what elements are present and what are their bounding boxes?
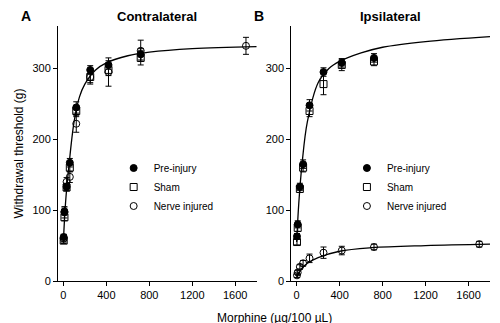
svg-text:A: A xyxy=(21,8,31,24)
svg-text:Nerve injured: Nerve injured xyxy=(387,201,446,212)
svg-text:Withdrawal threshold (g): Withdrawal threshold (g) xyxy=(12,88,26,218)
svg-text:100: 100 xyxy=(266,204,284,216)
svg-text:1600: 1600 xyxy=(456,289,480,301)
svg-text:B: B xyxy=(254,8,264,24)
svg-text:Morphine (µg/100 µL): Morphine (µg/100 µL) xyxy=(217,311,332,323)
svg-text:1200: 1200 xyxy=(180,289,204,301)
svg-text:300: 300 xyxy=(266,62,284,74)
svg-text:Sham: Sham xyxy=(154,182,180,193)
svg-text:300: 300 xyxy=(32,62,50,74)
svg-text:800: 800 xyxy=(140,289,158,301)
svg-text:200: 200 xyxy=(266,133,284,145)
svg-text:0: 0 xyxy=(294,289,300,301)
svg-text:Sham: Sham xyxy=(387,182,413,193)
svg-text:0: 0 xyxy=(60,289,66,301)
svg-text:Pre-injury: Pre-injury xyxy=(387,163,430,174)
svg-text:400: 400 xyxy=(97,289,115,301)
svg-text:Contralateral: Contralateral xyxy=(117,9,197,24)
svg-text:1200: 1200 xyxy=(413,289,437,301)
svg-text:Ipsilateral: Ipsilateral xyxy=(360,9,421,24)
svg-text:200: 200 xyxy=(32,133,50,145)
svg-text:100: 100 xyxy=(32,204,50,216)
svg-text:1600: 1600 xyxy=(223,289,247,301)
svg-text:0: 0 xyxy=(45,275,51,287)
svg-text:0: 0 xyxy=(278,275,284,287)
svg-text:800: 800 xyxy=(373,289,391,301)
svg-text:Pre-injury: Pre-injury xyxy=(154,163,197,174)
svg-text:Nerve injured: Nerve injured xyxy=(154,201,213,212)
svg-text:400: 400 xyxy=(330,289,348,301)
